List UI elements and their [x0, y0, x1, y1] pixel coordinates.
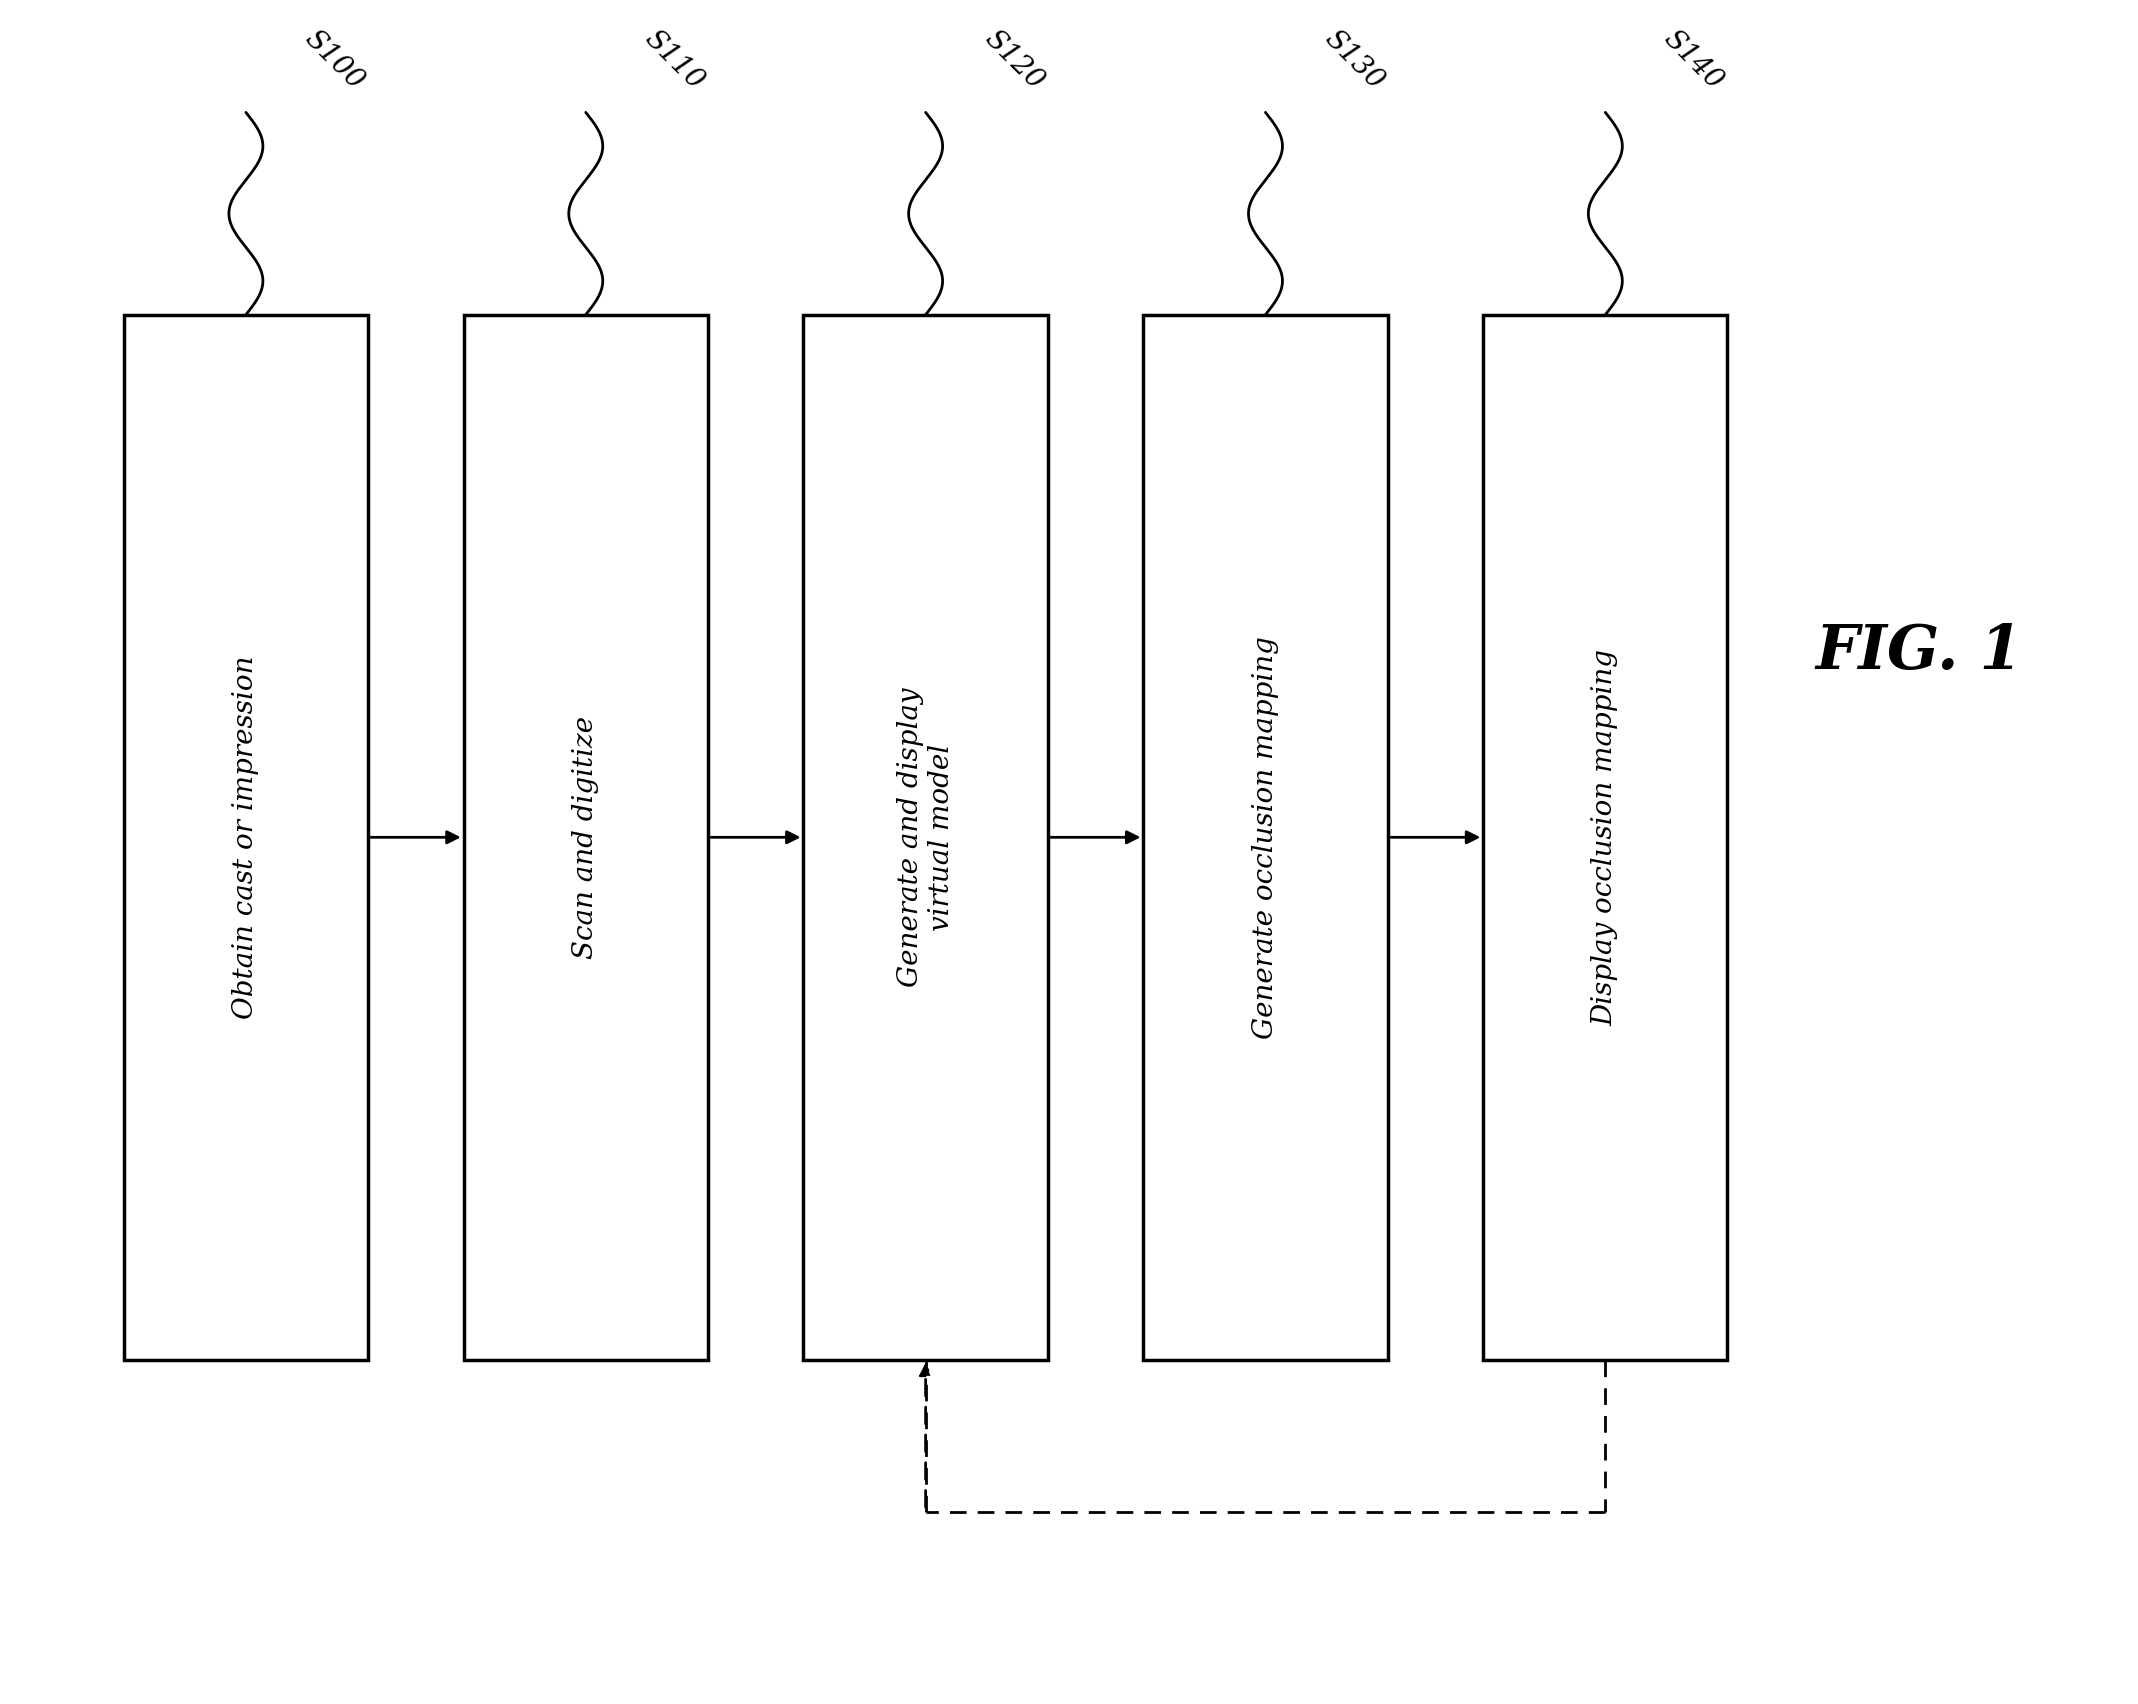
Bar: [1144, 315, 1388, 1360]
Text: Generate and display
virtual model: Generate and display virtual model: [896, 687, 956, 987]
Text: Obtain cast or impression: Obtain cast or impression: [233, 656, 259, 1019]
Text: S140: S140: [1659, 26, 1728, 95]
Text: S120: S120: [979, 26, 1048, 95]
Text: Generate occlusion mapping: Generate occlusion mapping: [1253, 636, 1279, 1039]
Bar: [804, 315, 1048, 1360]
Text: S100: S100: [299, 26, 370, 95]
Bar: [124, 315, 368, 1360]
Bar: [464, 315, 708, 1360]
Text: S110: S110: [639, 26, 710, 95]
Bar: [1484, 315, 1728, 1360]
Text: Scan and digitize: Scan and digitize: [573, 716, 599, 959]
Text: FIG. 1: FIG. 1: [1815, 622, 2023, 682]
Text: Display occlusion mapping: Display occlusion mapping: [1593, 649, 1618, 1026]
Text: S130: S130: [1319, 26, 1388, 95]
